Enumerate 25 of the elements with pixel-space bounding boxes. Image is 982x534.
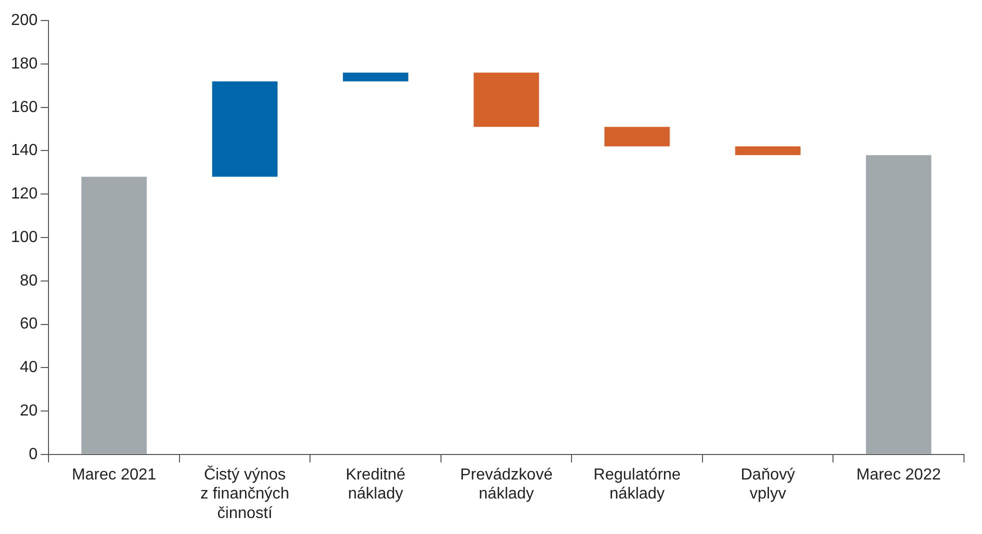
- y-tick-label: 180: [10, 55, 38, 72]
- bar: [604, 126, 670, 146]
- x-tick-label: Marec 2022: [856, 466, 941, 484]
- y-tick-label: 40: [20, 359, 38, 376]
- x-tick-label: Prevádzkové náklady: [460, 466, 553, 503]
- y-tick-label: 120: [10, 186, 38, 203]
- y-tick-label: 200: [10, 12, 38, 30]
- x-tick-label: Regulatórne náklady: [594, 466, 681, 503]
- bar: [81, 176, 147, 454]
- x-tick-label: Daňový vplyv: [740, 466, 795, 503]
- x-tick-label: Kreditné náklady: [346, 466, 406, 503]
- bar: [866, 155, 932, 454]
- y-tick-label: 0: [28, 446, 38, 463]
- bar: [342, 72, 408, 82]
- bar: [212, 81, 278, 177]
- y-tick-label: 160: [10, 98, 38, 116]
- y-tick-label: 140: [10, 142, 38, 160]
- x-tick-label: Čistý výnos z finančných činností: [200, 465, 290, 522]
- x-tick-label: Marec 2021: [72, 466, 156, 484]
- y-tick-label: 100: [10, 228, 38, 246]
- bar: [474, 72, 540, 127]
- bar: [735, 146, 801, 156]
- y-tick-label: 80: [20, 272, 38, 290]
- y-tick-label: 20: [20, 402, 38, 420]
- y-tick-label: 60: [20, 316, 38, 333]
